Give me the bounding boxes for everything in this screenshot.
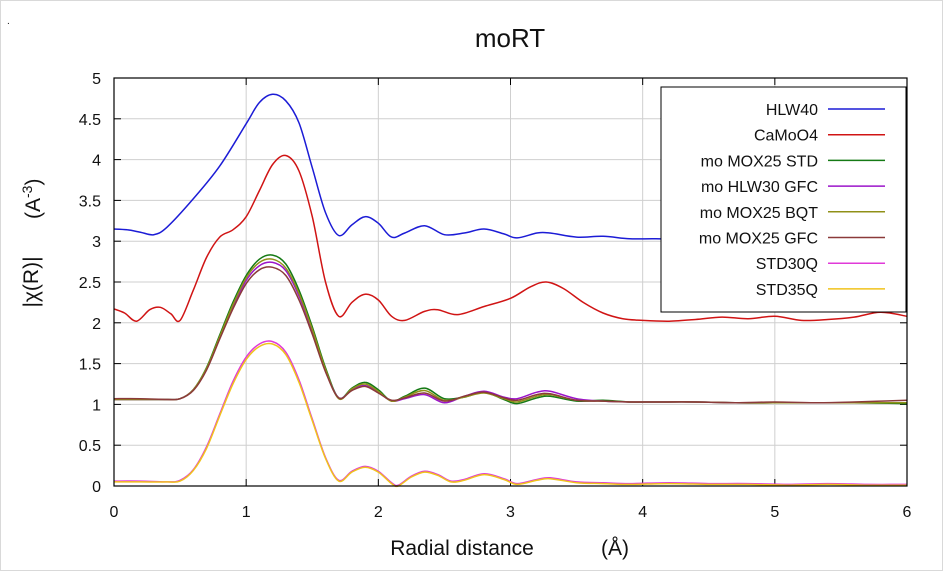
y-tick-label: 1.5	[79, 357, 101, 374]
y-tick-label: 0	[92, 479, 101, 496]
legend-label-std30q: STD30Q	[756, 256, 818, 273]
y-axis-unit-base: (A	[22, 198, 45, 219]
legend-label-hlw40: HLW40	[766, 102, 818, 119]
legend-label-camoo4: CaMoO4	[754, 128, 818, 145]
x-tick-label: 5	[770, 504, 779, 521]
y-tick-label: 0.5	[79, 438, 101, 455]
x-axis-label: Radial distance (Å)	[390, 537, 629, 560]
y-tick-label: 3.5	[79, 193, 101, 210]
y-axis-unit-exponent: -3	[19, 185, 35, 198]
x-tick-label: 2	[374, 504, 383, 521]
x-axis-unit: (Å)	[601, 537, 629, 560]
x-axis-title: Radial distance	[390, 537, 534, 560]
series-line-mo-mox25-gfc	[113, 266, 908, 404]
y-tick-label: 1	[92, 397, 101, 414]
y-tick-label: 2	[92, 316, 101, 333]
legend-box	[660, 86, 907, 313]
y-tick-label: 4	[92, 153, 101, 170]
y-axis-unit: (A-3)	[19, 179, 45, 219]
x-tick-label: 3	[506, 504, 515, 521]
legend-label-std35q: STD35Q	[756, 282, 818, 299]
y-axis-ticks: 0 0.5 1 1.5 2 2.5 3 3.5 4 4.5 5	[79, 71, 907, 496]
legend-label-mo-hlw30-gfc: mo HLW30 GFC	[701, 179, 818, 196]
plot-area-border	[113, 77, 908, 487]
series-line-camoo4	[113, 154, 908, 323]
legend-label-mo-mox25-bqt: mo MOX25 BQT	[700, 205, 818, 222]
x-tick-label: 1	[242, 504, 251, 521]
y-axis-title: |χ(R)|	[20, 256, 43, 307]
chart-title: moRT	[475, 23, 545, 53]
y-axis-unit-close: )	[22, 179, 45, 186]
x-tick-label: 6	[903, 504, 912, 521]
y-tick-label: 2.5	[79, 275, 101, 292]
legend-label-mo-mox25-gfc: mo MOX25 GFC	[699, 231, 818, 248]
corner-mark: .	[7, 16, 10, 27]
x-tick-label: 0	[110, 504, 119, 521]
legend-label-mo-mox25-std: mo MOX25 STD	[701, 153, 818, 170]
y-tick-label: 4.5	[79, 112, 101, 129]
y-tick-label: 3	[92, 234, 101, 251]
x-tick-label: 4	[638, 504, 647, 521]
legend: HLW40 CaMoO4 mo MOX25 STD mo HLW30 GFC mo MO…	[660, 86, 907, 313]
y-axis-label: |χ(R)| (A-3)	[19, 179, 45, 308]
y-tick-label: 5	[92, 71, 101, 88]
